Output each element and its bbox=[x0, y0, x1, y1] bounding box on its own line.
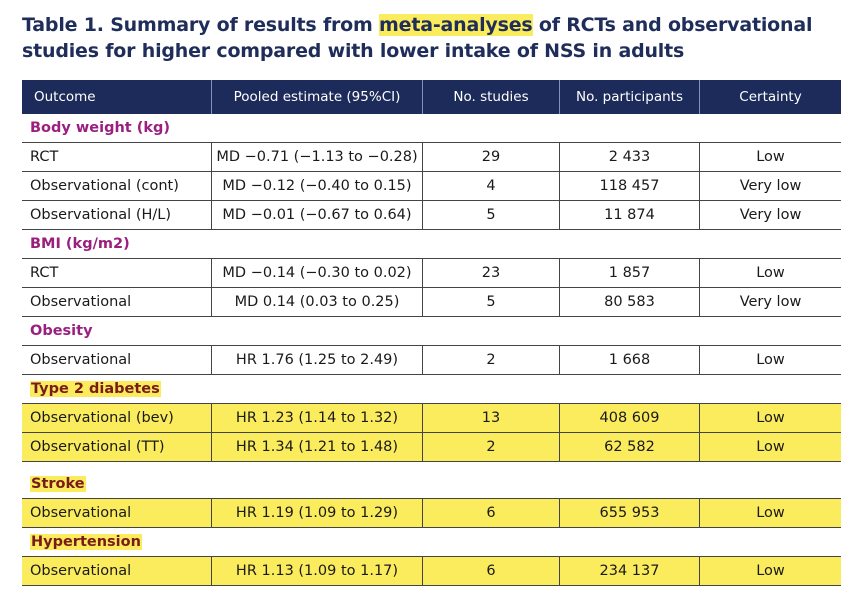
cell-certainty: Very low bbox=[699, 288, 841, 316]
section-label: Type 2 diabetes bbox=[30, 381, 161, 397]
section-label: Obesity bbox=[30, 323, 93, 339]
header-no-studies: No. studies bbox=[422, 80, 559, 114]
table-row: Observational HR 1.13 (1.09 to 1.17) 6 234 … bbox=[22, 557, 841, 586]
cell-certainty: Very low bbox=[699, 172, 841, 200]
cell-participants: 408 609 bbox=[559, 404, 699, 432]
cell-certainty: Very low bbox=[699, 201, 841, 229]
cell-certainty: Low bbox=[699, 557, 841, 585]
cell-studies: 2 bbox=[422, 433, 559, 461]
header-outcome: Outcome bbox=[34, 89, 96, 105]
header-no-participants: No. participants bbox=[559, 80, 699, 114]
title-part-1: Table 1. Summary of results from bbox=[22, 14, 380, 36]
section-label: Hypertension bbox=[30, 534, 142, 550]
table-row: Observational (TT) HR 1.34 (1.21 to 1.48)… bbox=[22, 433, 841, 462]
cell-participants: 234 137 bbox=[559, 557, 699, 585]
table-title: Table 1. Summary of results from meta-an… bbox=[22, 12, 852, 64]
table-row: RCT MD −0.14 (−0.30 to 0.02) 23 1 857 Low bbox=[22, 259, 841, 288]
cell-studies: 5 bbox=[422, 201, 559, 229]
cell-outcome: Observational bbox=[30, 294, 132, 310]
cell-estimate: MD −0.01 (−0.67 to 0.64) bbox=[211, 201, 422, 229]
section-header: Type 2 diabetes bbox=[22, 375, 841, 404]
cell-estimate: HR 1.76 (1.25 to 2.49) bbox=[211, 346, 422, 374]
cell-certainty: Low bbox=[699, 143, 841, 171]
cell-outcome: RCT bbox=[30, 265, 59, 281]
cell-participants: 62 582 bbox=[559, 433, 699, 461]
cell-studies: 29 bbox=[422, 143, 559, 171]
table-body: Body weight (kg) RCT MD −0.71 (−1.13 to −0… bbox=[22, 114, 841, 586]
cell-participants: 80 583 bbox=[559, 288, 699, 316]
cell-outcome: RCT bbox=[30, 149, 59, 165]
cell-participants: 1 857 bbox=[559, 259, 699, 287]
section-header: BMI (kg/m2) bbox=[22, 230, 841, 259]
cell-estimate: MD −0.14 (−0.30 to 0.02) bbox=[211, 259, 422, 287]
table-row: Observational (bev) HR 1.23 (1.14 to 1.32… bbox=[22, 404, 841, 433]
cell-studies: 5 bbox=[422, 288, 559, 316]
cell-certainty: Low bbox=[699, 404, 841, 432]
results-table: Outcome Pooled estimate (95%CI) No. stud… bbox=[22, 80, 841, 586]
cell-studies: 13 bbox=[422, 404, 559, 432]
cell-studies: 6 bbox=[422, 557, 559, 585]
cell-outcome: Observational (cont) bbox=[30, 178, 179, 194]
cell-estimate: HR 1.23 (1.14 to 1.32) bbox=[211, 404, 422, 432]
cell-estimate: HR 1.13 (1.09 to 1.17) bbox=[211, 557, 422, 585]
table-row: Observational HR 1.19 (1.09 to 1.29) 6 655 … bbox=[22, 499, 841, 528]
cell-outcome: Observational bbox=[30, 352, 132, 368]
table-header-row: Outcome Pooled estimate (95%CI) No. stud… bbox=[22, 80, 841, 114]
table-row: Observational HR 1.76 (1.25 to 2.49) 2 1 66… bbox=[22, 346, 841, 375]
cell-outcome: Observational (H/L) bbox=[30, 207, 171, 223]
table-row: Observational (H/L) MD −0.01 (−0.67 to 0.… bbox=[22, 201, 841, 230]
table-row: RCT MD −0.71 (−1.13 to −0.28) 29 2 433 Low bbox=[22, 143, 841, 172]
cell-studies: 23 bbox=[422, 259, 559, 287]
section-header: Obesity bbox=[22, 317, 841, 346]
cell-outcome: Observational (TT) bbox=[22, 433, 211, 461]
section-header: Body weight (kg) bbox=[22, 114, 841, 143]
section-spacer bbox=[22, 462, 841, 470]
title-highlight: meta-analyses bbox=[379, 14, 533, 36]
table-row: Observational MD 0.14 (0.03 to 0.25) 5 80 5… bbox=[22, 288, 841, 317]
section-label: BMI (kg/m2) bbox=[30, 236, 130, 252]
cell-certainty: Low bbox=[699, 499, 841, 527]
cell-estimate: MD −0.71 (−1.13 to −0.28) bbox=[211, 143, 422, 171]
cell-certainty: Low bbox=[699, 346, 841, 374]
cell-estimate: MD −0.12 (−0.40 to 0.15) bbox=[211, 172, 422, 200]
cell-outcome: Observational bbox=[22, 557, 211, 585]
cell-studies: 6 bbox=[422, 499, 559, 527]
header-pooled-estimate: Pooled estimate (95%CI) bbox=[211, 80, 422, 114]
cell-estimate: MD 0.14 (0.03 to 0.25) bbox=[211, 288, 422, 316]
cell-certainty: Low bbox=[699, 433, 841, 461]
cell-participants: 11 874 bbox=[559, 201, 699, 229]
cell-participants: 1 668 bbox=[559, 346, 699, 374]
section-label: Stroke bbox=[30, 476, 86, 492]
cell-outcome: Observational (bev) bbox=[22, 404, 211, 432]
section-label: Body weight (kg) bbox=[30, 120, 171, 136]
table-row: Observational (cont) MD −0.12 (−0.40 to 0… bbox=[22, 172, 841, 201]
title-part-2: of RCTs and observational studies for hi… bbox=[22, 14, 813, 62]
cell-studies: 2 bbox=[422, 346, 559, 374]
header-certainty: Certainty bbox=[699, 80, 841, 114]
cell-estimate: HR 1.19 (1.09 to 1.29) bbox=[211, 499, 422, 527]
section-header: Stroke bbox=[22, 470, 841, 499]
cell-estimate: HR 1.34 (1.21 to 1.48) bbox=[211, 433, 422, 461]
cell-participants: 118 457 bbox=[559, 172, 699, 200]
cell-outcome: Observational bbox=[22, 499, 211, 527]
section-header: Hypertension bbox=[22, 528, 841, 557]
cell-certainty: Low bbox=[699, 259, 841, 287]
cell-participants: 2 433 bbox=[559, 143, 699, 171]
cell-participants: 655 953 bbox=[559, 499, 699, 527]
cell-studies: 4 bbox=[422, 172, 559, 200]
